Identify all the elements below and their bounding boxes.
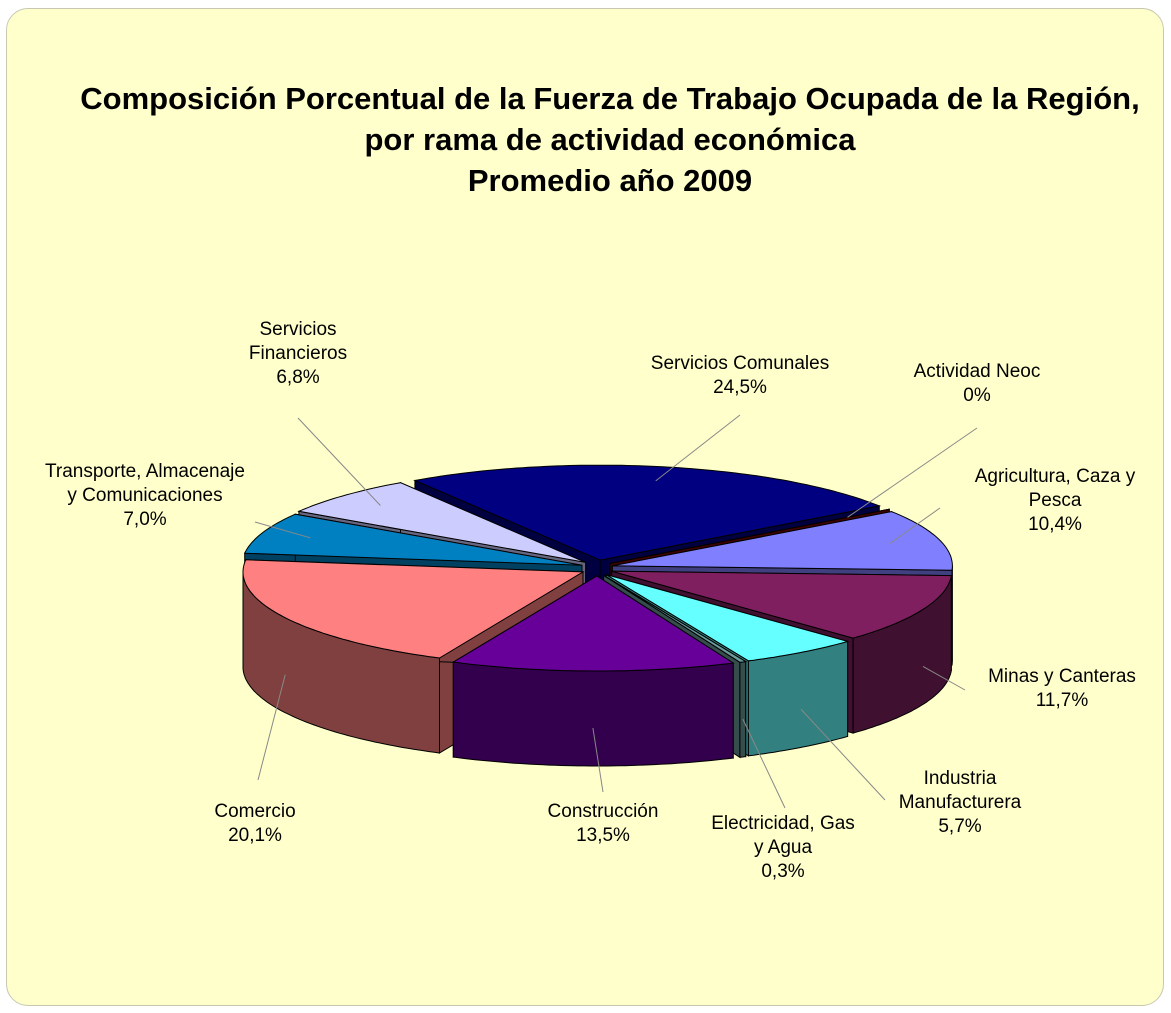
data-label: Electricidad, Gas y Agua 0,3%	[708, 812, 858, 884]
leader-line	[800, 709, 886, 801]
category-label: Industria Manufacturera	[898, 768, 1022, 813]
leader-line	[297, 417, 381, 506]
value-label: 0,3%	[761, 861, 805, 882]
value-label: 7,0%	[123, 509, 167, 530]
slice	[610, 508, 890, 564]
value-label: 13,5%	[576, 825, 630, 846]
value-label: 0%	[963, 385, 991, 406]
category-label: Minas y Canteras	[988, 666, 1136, 687]
value-label: 5,7%	[938, 816, 982, 837]
slice	[297, 482, 586, 563]
leader-line	[742, 718, 786, 809]
category-label: Servicios Financieros	[248, 319, 348, 364]
value-label: 20,1%	[228, 825, 282, 846]
data-label: Servicios Financieros 6,8%	[223, 318, 373, 390]
data-label: Construcción 13,5%	[503, 800, 703, 848]
leader-line	[847, 427, 978, 518]
value-label: 6,8%	[276, 367, 320, 388]
chart-title: Composición Porcentual de la Fuerza de T…	[80, 81, 1140, 157]
slice	[605, 574, 850, 662]
slice-wall	[739, 661, 747, 758]
data-label: Minas y Canteras 11,7%	[962, 665, 1162, 713]
leader-line	[655, 414, 741, 482]
slice	[611, 570, 952, 639]
data-label: Servicios Comunales 24,5%	[610, 352, 870, 400]
category-label: Agricultura, Caza y Pesca	[974, 466, 1136, 511]
slice	[243, 513, 583, 566]
leader-line	[592, 727, 604, 793]
category-label: Actividad Neoc	[913, 361, 1041, 382]
data-label: Comercio 20,1%	[175, 800, 335, 848]
slice	[603, 574, 748, 663]
category-label: Transporte, Almacenaje y Comunicaciones	[45, 461, 245, 506]
chart-subtitle: Promedio año 2009	[467, 163, 753, 198]
slice	[413, 464, 882, 561]
data-label: Industria Manufacturera 5,7%	[870, 767, 1050, 839]
data-label: Actividad Neoc 0%	[877, 360, 1077, 408]
value-label: 10,4%	[1028, 514, 1082, 535]
leader-line	[922, 665, 966, 691]
category-label: Electricidad, Gas y Agua	[711, 813, 855, 858]
leader-line	[257, 674, 286, 781]
data-label: Transporte, Almacenaje y Comunicaciones 7…	[45, 460, 245, 532]
leader-line	[889, 507, 941, 544]
value-label: 24,5%	[713, 377, 767, 398]
leader-line	[254, 521, 311, 539]
category-label: Servicios Comunales	[650, 353, 830, 374]
slice	[242, 559, 585, 659]
slice-wall	[452, 661, 734, 767]
category-label: Comercio	[214, 801, 296, 822]
category-label: Construcción	[547, 801, 659, 822]
value-label: 11,7%	[1035, 690, 1089, 711]
slice	[451, 575, 735, 672]
slice	[612, 511, 953, 571]
data-label: Agricultura, Caza y Pesca 10,4%	[955, 465, 1155, 537]
